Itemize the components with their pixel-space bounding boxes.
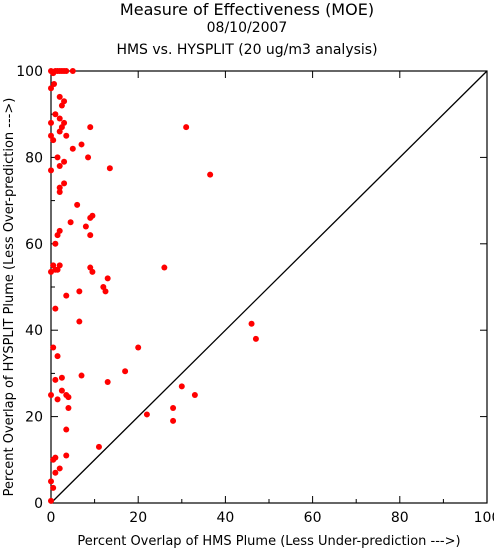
data-point [252,335,259,342]
data-point [56,465,63,472]
data-point [78,372,85,379]
data-point [58,374,65,381]
data-point [48,119,54,126]
data-point [95,443,102,450]
data-point [63,452,70,459]
data-point [56,93,63,100]
data-point [67,219,74,226]
data-point [54,154,61,161]
data-point [135,344,142,351]
data-point [183,124,190,131]
data-point [170,417,177,424]
data-point [52,376,59,383]
data-point [143,411,150,418]
data-point [85,154,92,161]
data-point [54,232,61,239]
y-tick-label: 80 [25,150,43,166]
data-point [102,288,109,295]
data-point [50,344,57,351]
x-tick-label: 60 [304,510,322,526]
data-point [170,404,177,411]
data-point [48,85,54,92]
data-point [48,268,54,275]
y-axis-label: Percent Overlap of HYSPLIT Plume (Less O… [2,98,17,497]
data-point [207,171,214,178]
data-point [161,264,168,271]
one-to-one-line [50,70,488,504]
data-point [50,484,57,491]
y-tick-label: 20 [25,410,43,426]
data-point [56,128,63,135]
data-point [63,132,70,139]
data-point [191,392,198,398]
x-axis-label: Percent Overlap of HMS Plume (Less Under… [77,534,460,549]
data-point [52,305,59,312]
data-point [89,268,96,275]
data-point [54,353,61,360]
data-point [54,266,61,273]
y-tick-label: 60 [25,237,43,253]
data-point [50,137,57,144]
data-point [56,184,63,191]
y-tick-label: 0 [34,496,43,512]
data-point [52,111,59,118]
data-point [87,124,94,131]
data-point [52,469,59,476]
data-point [65,404,72,411]
data-point [51,80,58,87]
y-tick-label: 100 [16,64,43,80]
data-point [48,167,54,174]
data-point [50,70,57,77]
data-point [178,383,185,390]
chart-subtitle: HMS vs. HYSPLIT (20 ug/m3 analysis) [116,42,378,58]
x-tick-label: 40 [216,510,234,526]
data-point [82,223,89,230]
x-tick-label: 20 [129,510,147,526]
data-point [74,201,81,208]
data-point [69,68,76,74]
data-point [87,232,94,239]
chart-title: Measure of Effectiveness (MOE) [119,0,375,19]
x-tick-label: 0 [47,510,56,526]
data-point [89,212,96,219]
data-point [56,163,63,170]
data-point [106,165,113,172]
data-point [63,426,70,433]
data-point [52,240,59,247]
data-point [78,141,85,148]
data-point [76,318,83,325]
x-tick-label: 80 [391,510,409,526]
data-point [61,180,68,187]
data-point [52,454,59,461]
data-point [76,288,83,295]
data-point [69,145,76,152]
data-point [63,292,70,299]
data-point [104,379,111,386]
data-point [63,68,70,74]
data-point [65,394,72,401]
chart-date: 08/10/2007 [206,20,288,36]
data-point [54,396,61,403]
y-tick-label: 40 [25,323,43,339]
data-point [122,368,129,375]
data-point [48,392,54,398]
data-point [61,158,68,165]
data-point [48,478,54,485]
data-point [48,497,54,504]
data-point [56,188,63,195]
data-point [248,320,255,327]
data-point [58,387,65,394]
data-point [104,275,111,282]
x-tick-label: 100 [474,510,494,526]
data-point [58,102,65,109]
data-point [56,115,63,122]
